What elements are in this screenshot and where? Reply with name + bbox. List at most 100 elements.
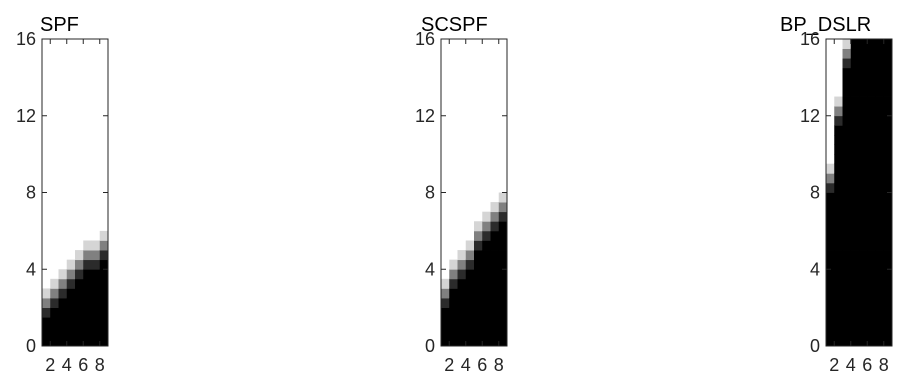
- heatmap-cell: [498, 269, 508, 280]
- x-tick-label: 8: [879, 355, 889, 375]
- heatmap-cell: [498, 307, 508, 318]
- heatmap-cell: [867, 240, 876, 251]
- heatmap-cell: [883, 39, 893, 49]
- heatmap-cell: [834, 240, 843, 251]
- heatmap-cell: [850, 134, 860, 145]
- heatmap-cell: [91, 288, 101, 299]
- heatmap-cell: [842, 77, 852, 88]
- heatmap-cell: [842, 202, 852, 213]
- heatmap-cell: [441, 307, 450, 318]
- heatmap-cell: [474, 240, 483, 251]
- heatmap-cell: [859, 77, 868, 88]
- heatmap-cell: [449, 317, 458, 328]
- heatmap-cell: [91, 336, 101, 347]
- heatmap-cell: [91, 278, 101, 289]
- heatmap-cell: [441, 278, 450, 289]
- heatmap-cell: [826, 240, 835, 251]
- heatmap-cell: [842, 230, 852, 241]
- heatmap-cell: [859, 58, 868, 69]
- heatmap-cell: [482, 211, 491, 222]
- heatmap-cell: [490, 211, 500, 222]
- heatmap-cell: [66, 336, 76, 347]
- heatmap-cell: [859, 154, 868, 165]
- heatmap-cell: [859, 269, 868, 280]
- heatmap-cell: [867, 182, 876, 193]
- heatmap-cell: [850, 202, 860, 213]
- heatmap-cell: [498, 336, 508, 347]
- heatmap-cell: [859, 67, 868, 78]
- heatmap-cell: [441, 317, 450, 328]
- heatmap-cell: [91, 326, 101, 337]
- heatmap-cell: [465, 259, 475, 270]
- heatmap-cell: [490, 202, 500, 213]
- heatmap-cell: [842, 115, 852, 126]
- heatmap-cell: [474, 326, 483, 337]
- heatmap-cell: [842, 58, 852, 69]
- heatmap-cell: [883, 221, 893, 232]
- x-tick-label: 2: [444, 355, 454, 375]
- heatmap-cell: [91, 298, 101, 309]
- y-tick-label: 0: [26, 336, 36, 356]
- heatmap-cell: [66, 288, 76, 299]
- heatmap-cell: [482, 278, 491, 289]
- x-tick-label: 8: [95, 355, 105, 375]
- heatmap-cell: [834, 125, 843, 136]
- heatmap-cell: [474, 221, 483, 232]
- axis-ticks: [826, 38, 892, 347]
- heatmap-cell: [883, 211, 893, 222]
- heatmap-cell: [474, 307, 483, 318]
- heatmap-cell: [498, 326, 508, 337]
- heatmap-cell: [441, 298, 450, 309]
- heatmap-cell: [834, 269, 843, 280]
- heatmap-cell: [465, 250, 475, 261]
- heatmap-cell: [875, 58, 885, 69]
- heatmap-cell: [826, 269, 835, 280]
- heatmap-cell: [42, 307, 51, 318]
- heatmap-cell: [842, 173, 852, 184]
- heatmap-cell: [875, 317, 885, 328]
- heatmap-cell: [826, 298, 835, 309]
- heatmap-cell: [75, 326, 84, 337]
- heatmap-cell: [490, 269, 500, 280]
- heatmap-cell: [58, 326, 68, 337]
- heatmap-cell: [875, 202, 885, 213]
- heatmap-cell: [474, 250, 483, 261]
- heatmap-cell: [91, 250, 101, 261]
- heatmap-cell: [859, 96, 868, 107]
- heatmap-cell: [850, 48, 860, 59]
- heatmap-cell: [867, 336, 876, 347]
- heatmap-cell: [75, 259, 84, 270]
- heatmap-cell: [875, 221, 885, 232]
- heatmap-cell: [875, 77, 885, 88]
- heatmap-cell: [842, 67, 852, 78]
- heatmap-cell: [465, 269, 475, 280]
- heatmap-cell: [850, 269, 860, 280]
- heatmap-cell: [482, 307, 491, 318]
- heatmap-cell: [859, 134, 868, 145]
- heatmap-cell: [842, 250, 852, 261]
- heatmap-cell: [826, 259, 835, 270]
- heatmap-cell: [859, 298, 868, 309]
- heatmap-cell: [826, 221, 835, 232]
- heatmap-cell: [859, 278, 868, 289]
- heatmap-cell: [482, 221, 491, 232]
- heatmap-cell: [842, 288, 852, 299]
- heatmap-cell: [474, 298, 483, 309]
- heatmap-cell: [859, 182, 868, 193]
- heatmap-cell: [498, 298, 508, 309]
- heatmap-cell: [867, 115, 876, 126]
- heatmap-cell: [490, 298, 500, 309]
- heatmap-cell: [834, 298, 843, 309]
- heatmap-cell: [867, 106, 876, 117]
- heatmap-cell: [83, 240, 92, 251]
- heatmap-cell: [834, 192, 843, 203]
- heatmap-cell: [498, 250, 508, 261]
- heatmap-cell: [850, 259, 860, 270]
- heatmap-cell: [842, 192, 852, 203]
- heatmap-cell: [449, 298, 458, 309]
- heatmap-cell: [859, 211, 868, 222]
- heatmap-cell: [875, 163, 885, 174]
- x-tick-label: 6: [477, 355, 487, 375]
- heatmap-cell: [58, 269, 68, 280]
